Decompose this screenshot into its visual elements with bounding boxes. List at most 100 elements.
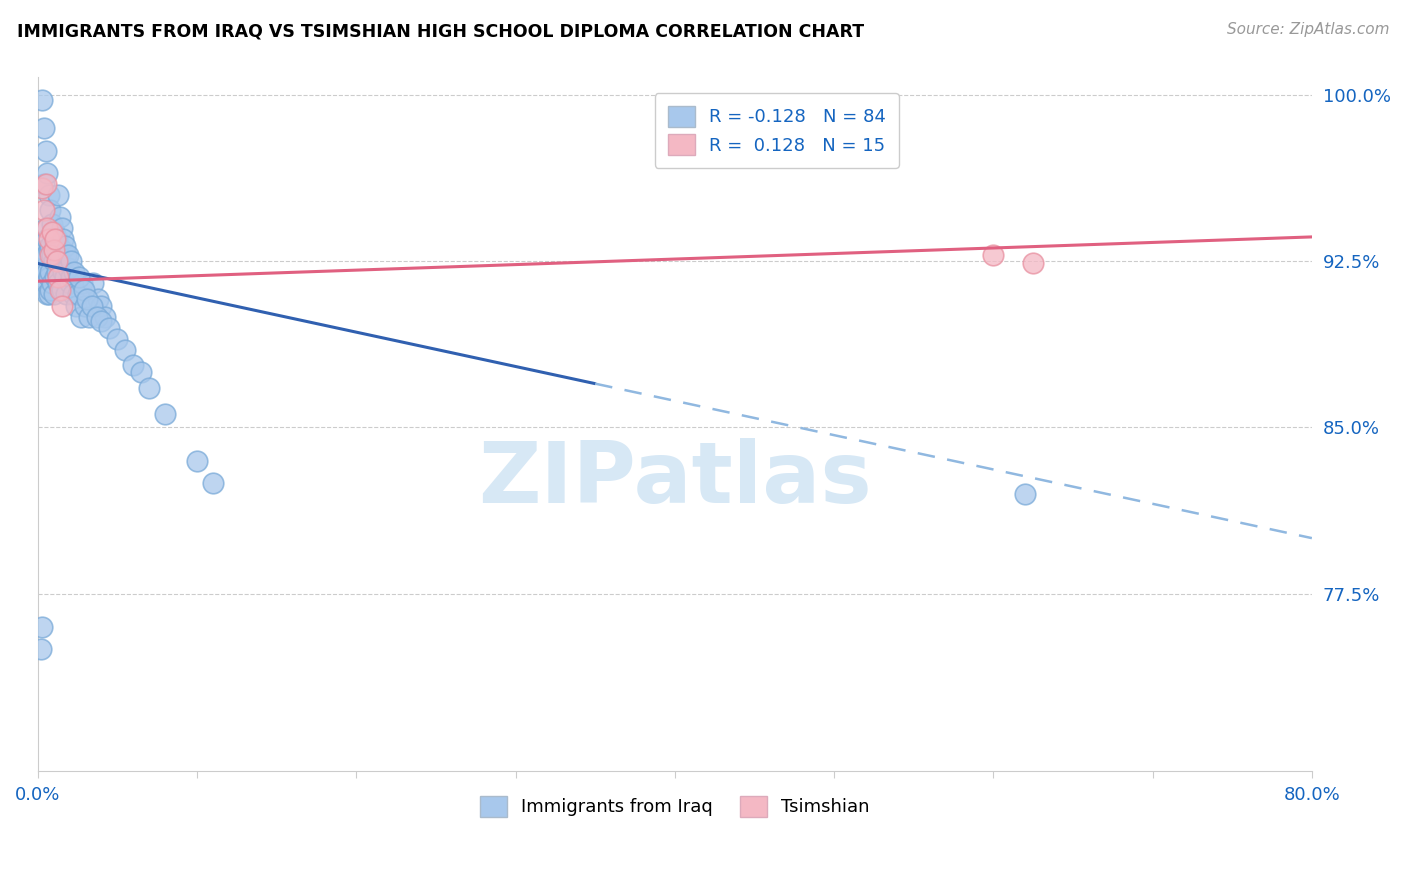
Point: [39, 247, 62, 261]
Point: [60, 269, 83, 284]
Point: [37, 166, 59, 180]
Point: [44, 236, 66, 251]
Point: [67, 269, 90, 284]
Point: [98, 320, 121, 334]
Point: [39, 239, 62, 253]
Point: [73, 283, 96, 297]
Point: [56, 260, 79, 275]
Point: [38, 187, 60, 202]
Point: [1022, 256, 1045, 270]
Point: [201, 475, 224, 490]
Point: [122, 359, 145, 373]
Point: [39, 203, 62, 218]
Point: [32, 121, 55, 136]
Text: Source: ZipAtlas.com: Source: ZipAtlas.com: [1226, 22, 1389, 37]
Point: [77, 310, 100, 324]
Point: [45, 232, 67, 246]
Point: [31, 269, 53, 284]
Point: [48, 277, 70, 291]
Point: [69, 310, 91, 324]
Point: [30, 641, 52, 656]
Point: [34, 247, 56, 261]
Point: [41, 277, 63, 291]
Point: [39, 283, 62, 297]
Point: [48, 187, 70, 202]
Point: [48, 247, 70, 261]
Point: [38, 287, 60, 301]
Point: [58, 277, 80, 291]
Point: [41, 226, 63, 240]
Point: [37, 221, 59, 235]
Point: [87, 292, 110, 306]
Point: [39, 265, 62, 279]
Point: [42, 254, 65, 268]
Point: [41, 217, 63, 231]
Point: [82, 277, 104, 291]
Point: [53, 269, 76, 284]
Point: [51, 283, 73, 297]
Point: [51, 221, 73, 235]
Point: [53, 239, 76, 253]
Point: [49, 210, 72, 224]
Point: [44, 232, 66, 246]
Point: [186, 453, 208, 467]
Point: [105, 332, 128, 346]
Point: [38, 243, 60, 257]
Point: [65, 299, 87, 313]
Point: [62, 287, 84, 301]
Point: [31, 181, 53, 195]
Point: [114, 343, 136, 357]
Point: [55, 287, 77, 301]
Point: [42, 243, 65, 257]
Point: [51, 243, 73, 257]
Point: [45, 243, 67, 257]
Point: [31, 93, 53, 107]
Point: [37, 265, 59, 279]
Point: [56, 247, 79, 261]
Legend: Immigrants from Iraq, Tsimshian: Immigrants from Iraq, Tsimshian: [472, 789, 877, 824]
Point: [31, 620, 53, 634]
Point: [42, 287, 65, 301]
Point: [38, 232, 60, 246]
Point: [52, 232, 75, 246]
Point: [138, 380, 160, 394]
Point: [34, 144, 56, 158]
Point: [49, 254, 72, 268]
Point: [981, 247, 1004, 261]
Point: [42, 226, 65, 240]
Point: [32, 260, 55, 275]
Point: [42, 226, 65, 240]
Point: [45, 254, 67, 268]
Point: [93, 310, 115, 324]
Point: [32, 177, 55, 191]
Point: [45, 265, 67, 279]
Point: [80, 299, 103, 313]
Point: [38, 269, 60, 284]
Point: [90, 299, 112, 313]
Point: [32, 243, 55, 257]
Point: [52, 265, 75, 279]
Point: [41, 247, 63, 261]
Point: [129, 365, 152, 379]
Point: [49, 283, 72, 297]
Point: [1014, 487, 1036, 501]
Point: [34, 221, 56, 235]
Text: ZIPatlas: ZIPatlas: [478, 438, 872, 521]
Point: [37, 232, 59, 246]
Text: IMMIGRANTS FROM IRAQ VS TSIMSHIAN HIGH SCHOOL DIPLOMA CORRELATION CHART: IMMIGRANTS FROM IRAQ VS TSIMSHIAN HIGH S…: [17, 22, 865, 40]
Point: [55, 247, 77, 261]
Point: [63, 265, 86, 279]
Point: [32, 203, 55, 218]
Point: [76, 292, 98, 306]
Point: [51, 299, 73, 313]
Point: [66, 287, 89, 301]
Point: [90, 314, 112, 328]
Point: [34, 177, 56, 191]
Point: [75, 299, 97, 313]
Point: [86, 310, 108, 324]
Point: [44, 269, 66, 284]
Point: [72, 277, 94, 291]
Point: [44, 232, 66, 246]
Point: [37, 287, 59, 301]
Point: [153, 407, 176, 421]
